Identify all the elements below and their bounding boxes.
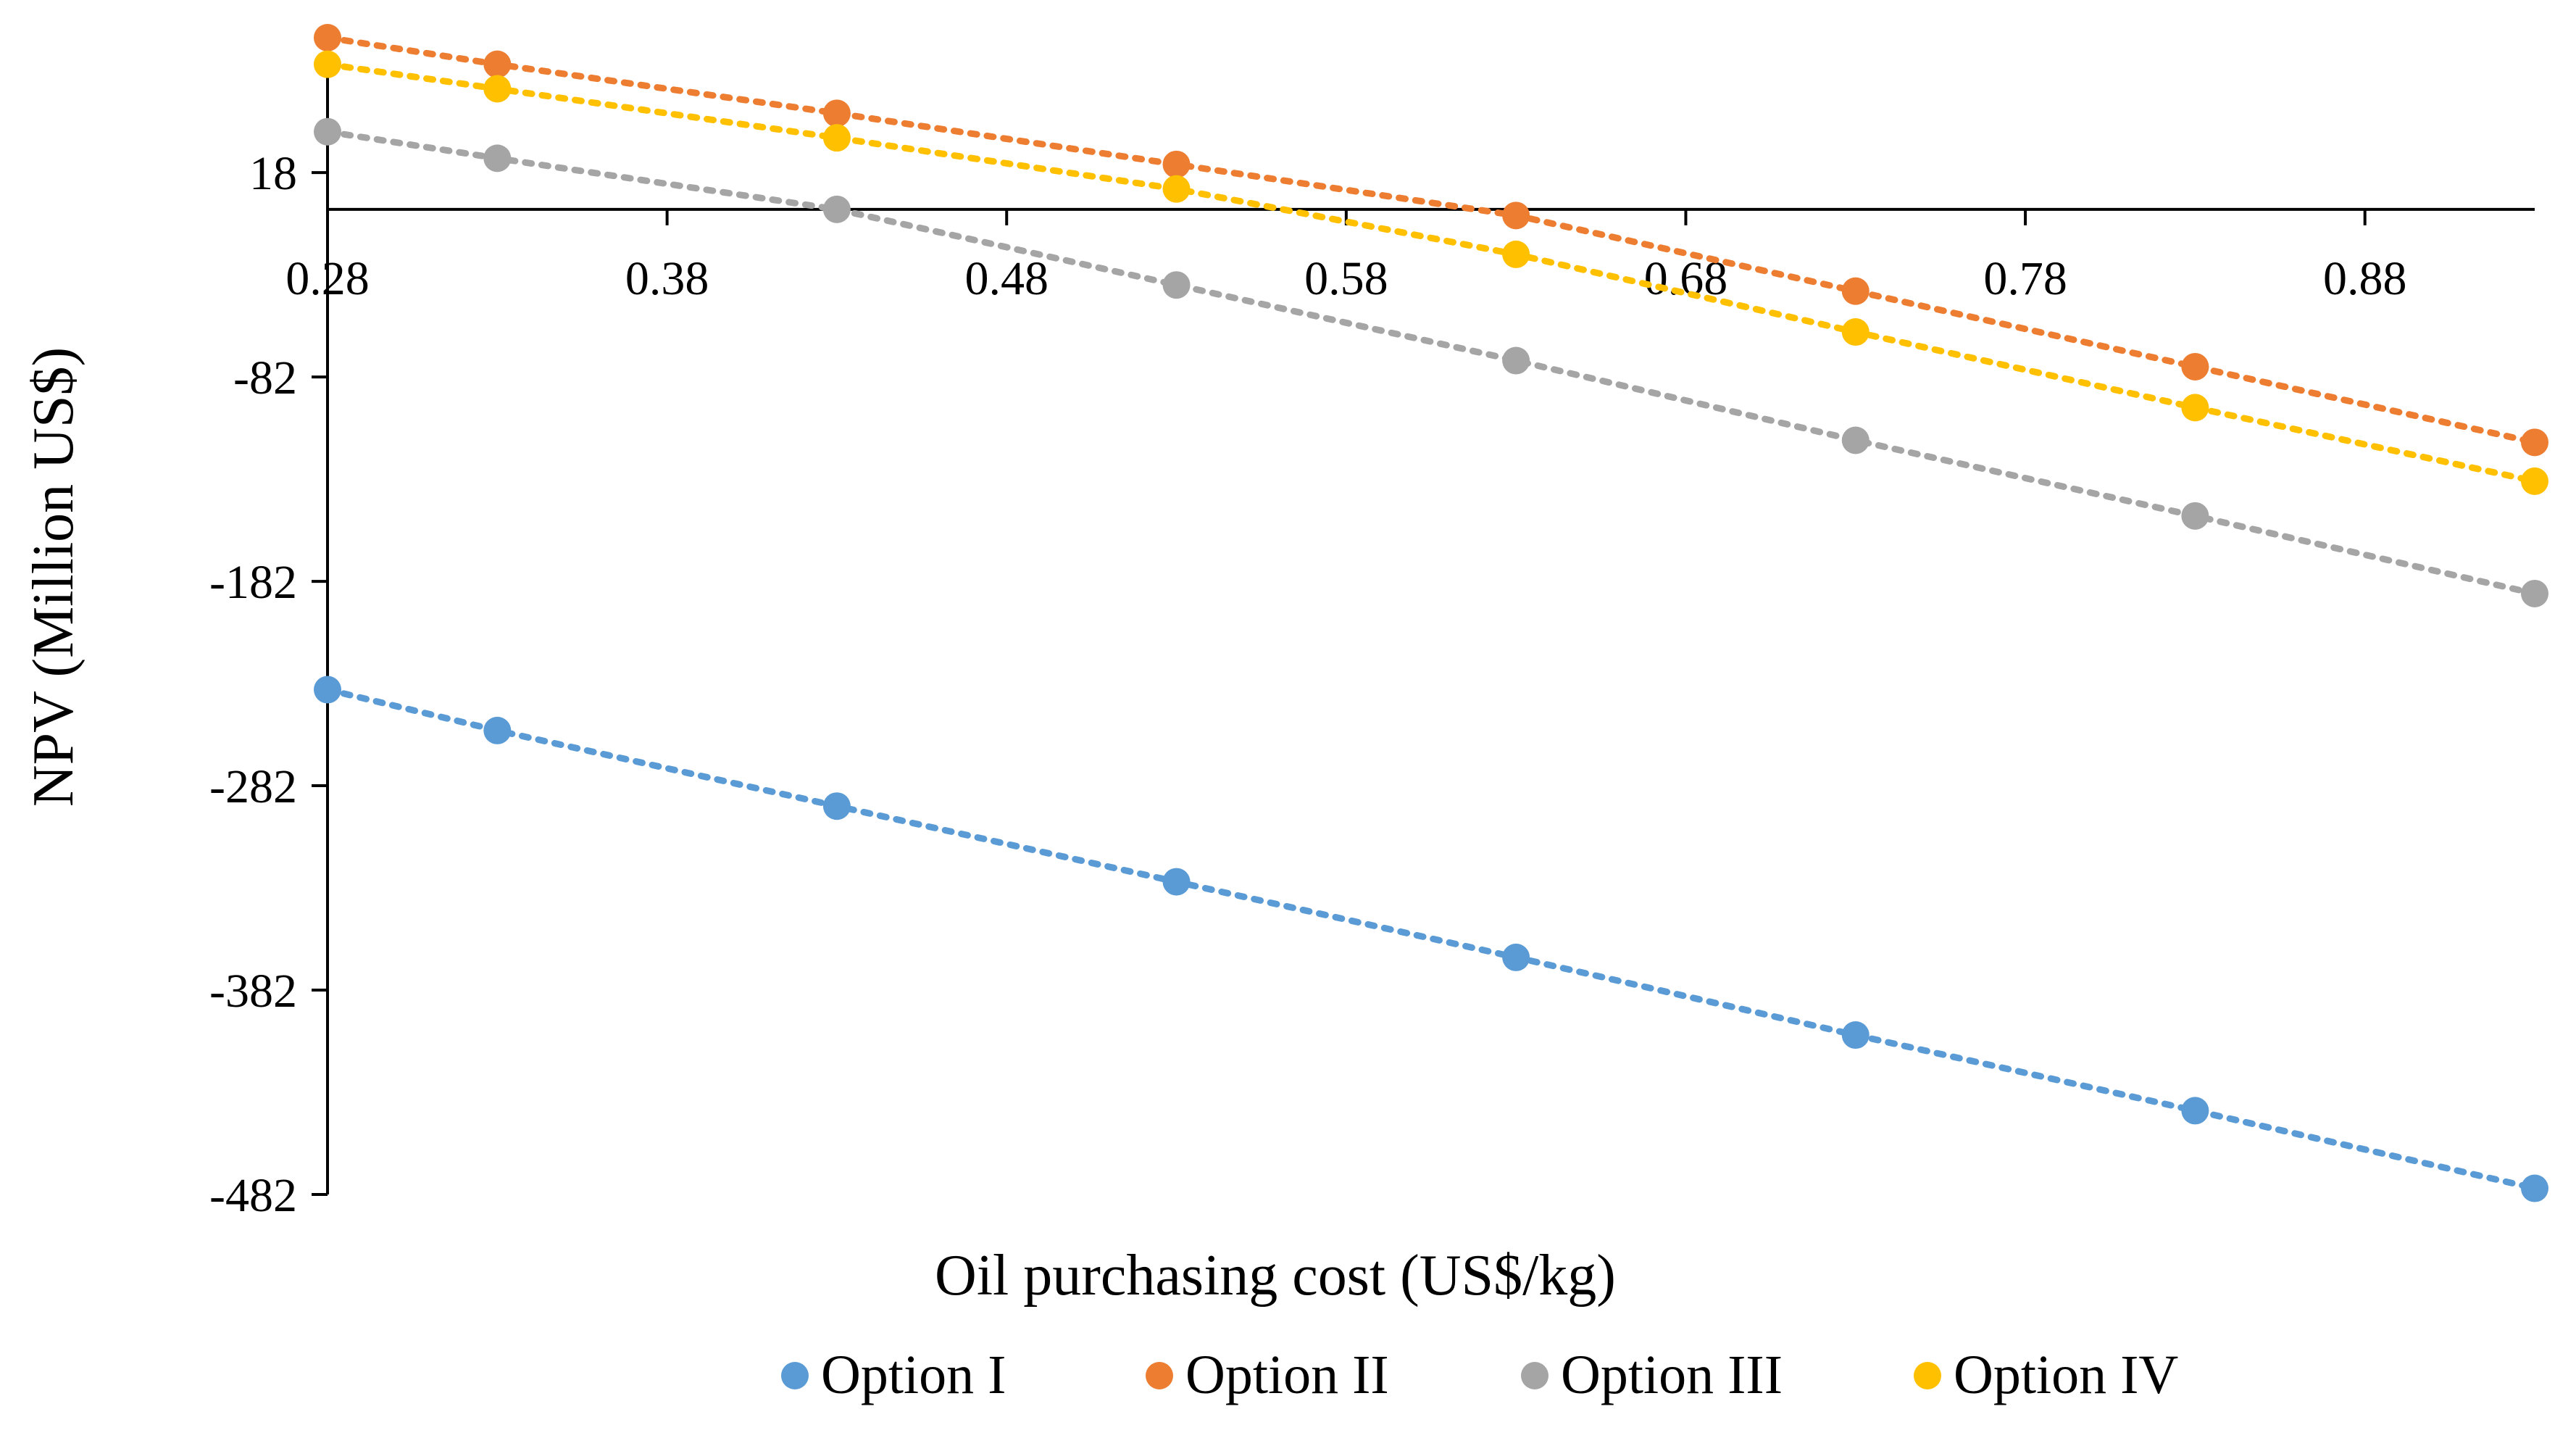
x-ticks: 0.28 0.38 0.48 0.58 0.68 0.78 0.88 bbox=[285, 209, 2406, 305]
series-layer bbox=[314, 24, 2548, 1202]
y-tick-label: -82 bbox=[233, 352, 297, 404]
series-line-option-iv bbox=[324, 61, 2538, 485]
data-point-option-i bbox=[2521, 1174, 2548, 1202]
data-point-option-iv bbox=[2181, 394, 2209, 422]
data-point-option-ii bbox=[2181, 352, 2209, 381]
y-tick-label: 18 bbox=[249, 147, 297, 200]
legend-item-option-iii: Option III bbox=[1521, 1345, 1783, 1405]
legend-marker bbox=[1146, 1362, 1173, 1389]
data-point-option-ii bbox=[483, 50, 512, 78]
series-line-option-i bbox=[324, 686, 2538, 1192]
y-tick-label: -382 bbox=[209, 965, 297, 1018]
legend-item-option-iv: Option IV bbox=[1914, 1345, 2178, 1405]
series-line-option-iii bbox=[324, 128, 2538, 597]
legend-item-option-i: Option I bbox=[781, 1345, 1006, 1405]
x-tick-label: 0.78 bbox=[1983, 252, 2067, 305]
x-tick-label: 0.88 bbox=[2323, 252, 2407, 305]
y-ticks: 18 -82 -182 -282 -382 -482 bbox=[209, 147, 328, 1222]
data-point-option-i bbox=[1841, 1021, 1870, 1050]
x-tick-label: 0.38 bbox=[625, 252, 709, 305]
legend-label: Option I bbox=[821, 1345, 1006, 1405]
data-point-option-ii bbox=[822, 99, 851, 128]
legend-label: Option II bbox=[1185, 1345, 1389, 1405]
series-option-iii bbox=[314, 117, 2548, 607]
x-tick-label: 0.58 bbox=[1304, 252, 1388, 305]
data-point-option-i bbox=[1162, 868, 1191, 896]
legend-marker bbox=[1521, 1362, 1548, 1389]
legend-item-option-ii: Option II bbox=[1146, 1345, 1389, 1405]
series-option-i bbox=[314, 676, 2548, 1202]
data-point-option-iv bbox=[2521, 467, 2548, 495]
data-point-option-i bbox=[2181, 1097, 2209, 1125]
series-option-ii bbox=[314, 24, 2548, 457]
data-point-option-iii bbox=[314, 117, 341, 146]
x-tick-label: 0.28 bbox=[285, 252, 370, 305]
data-point-option-i bbox=[314, 676, 341, 704]
legend-label: Option III bbox=[1561, 1345, 1783, 1405]
data-point-option-iv bbox=[314, 50, 341, 78]
data-point-option-ii bbox=[1502, 201, 1530, 230]
axes: 18 -82 -182 -282 -382 -482 0.28 0.38 0.48 0.58 0.… bbox=[209, 38, 2535, 1222]
legend: Option I Option II Option III Option IV bbox=[781, 1345, 2178, 1405]
y-tick-label: -282 bbox=[209, 760, 297, 813]
data-point-option-iv bbox=[483, 75, 512, 103]
data-point-option-iv bbox=[822, 124, 851, 152]
data-point-option-i bbox=[822, 792, 851, 820]
data-point-option-iv bbox=[1502, 240, 1530, 268]
data-point-option-iii bbox=[822, 195, 851, 223]
data-point-option-iii bbox=[2521, 579, 2548, 607]
data-point-option-i bbox=[1502, 943, 1530, 971]
series-line-option-ii bbox=[324, 34, 2538, 446]
data-point-option-ii bbox=[2521, 428, 2548, 457]
data-point-option-iii bbox=[1841, 426, 1870, 454]
legend-label: Option IV bbox=[1954, 1345, 2178, 1405]
data-point-option-iii bbox=[1502, 346, 1530, 375]
series-option-iv bbox=[314, 50, 2548, 495]
data-point-option-iv bbox=[1841, 318, 1870, 346]
y-axis-title: NPV (Million US$) bbox=[22, 347, 86, 807]
x-axis-title: Oil purchasing cost (US$/kg) bbox=[935, 1244, 1616, 1308]
data-point-option-ii bbox=[1162, 150, 1191, 178]
legend-marker bbox=[1914, 1362, 1941, 1389]
data-point-option-ii bbox=[314, 24, 341, 51]
x-tick-label: 0.48 bbox=[964, 252, 1049, 305]
y-tick-label: -182 bbox=[209, 556, 297, 609]
data-point-option-iii bbox=[1162, 271, 1191, 299]
data-point-option-iii bbox=[2181, 502, 2209, 530]
y-tick-label: -482 bbox=[209, 1169, 297, 1222]
data-point-option-i bbox=[483, 716, 512, 744]
legend-marker bbox=[781, 1362, 809, 1389]
data-point-option-ii bbox=[1841, 277, 1870, 305]
data-point-option-iv bbox=[1162, 175, 1191, 203]
data-point-option-iii bbox=[483, 144, 512, 173]
